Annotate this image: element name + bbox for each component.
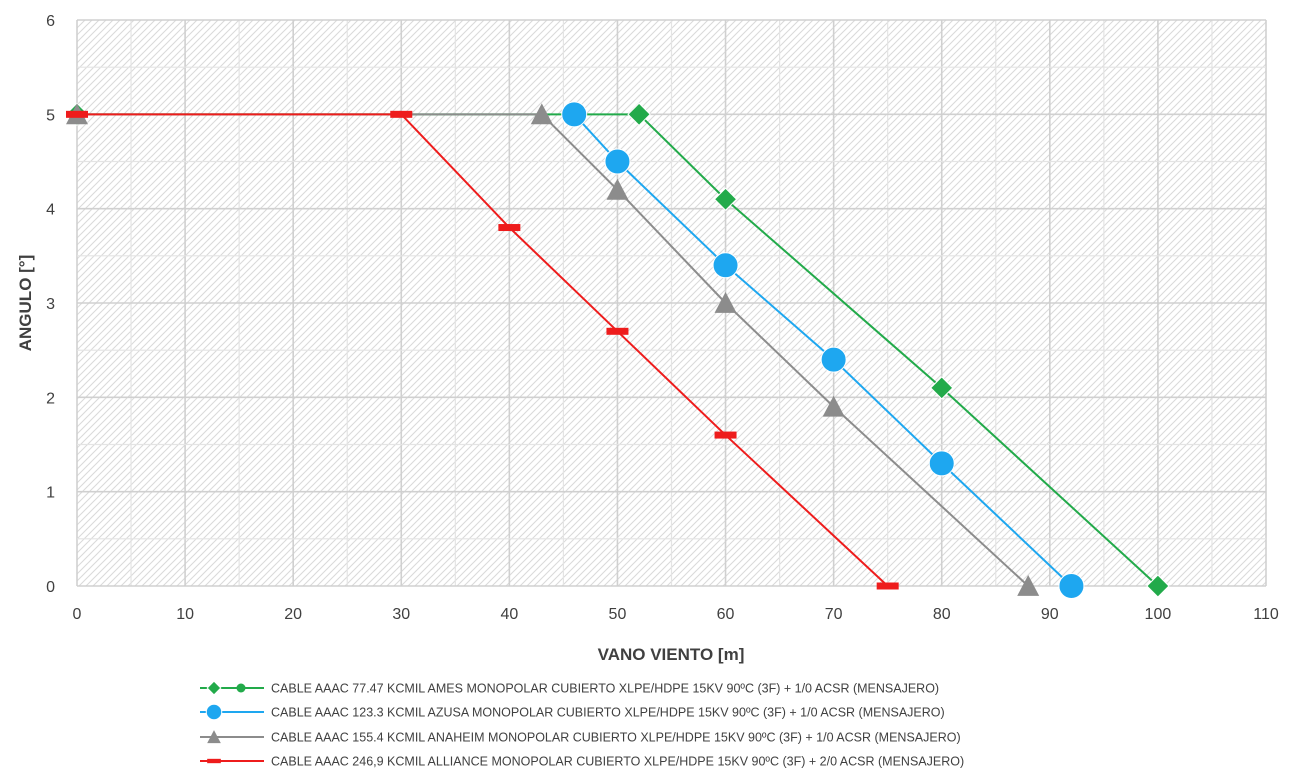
data-point (530, 103, 553, 125)
x-tick-label: 0 (73, 606, 82, 623)
y-axis-title: ANGULO [°] (16, 255, 35, 352)
data-point (561, 101, 588, 128)
x-tick-label: 100 (1145, 606, 1172, 623)
series-1 (561, 101, 1085, 599)
series-layer (65, 101, 1170, 599)
y-tick-label: 6 (46, 13, 55, 30)
data-point (820, 346, 847, 373)
y-tick-label: 4 (46, 202, 55, 219)
data-point (627, 102, 651, 127)
data-point (928, 450, 955, 477)
x-tick-label: 70 (825, 606, 843, 623)
series-3 (66, 110, 899, 590)
legend-marker (236, 683, 246, 693)
x-tick-label: 10 (176, 606, 194, 623)
data-point (1058, 573, 1085, 599)
data-point (930, 376, 954, 400)
data-point (498, 224, 521, 232)
data-point (1017, 575, 1040, 596)
data-point (1146, 574, 1170, 598)
x-tick-label: 110 (1253, 606, 1279, 623)
y-tick-label: 2 (46, 390, 55, 407)
legend-item: CABLE AAAC 77.47 KCMIL AMES MONOPOLAR CU… (200, 680, 939, 696)
data-point (606, 327, 629, 335)
data-point (66, 110, 88, 118)
x-tick-label: 50 (609, 606, 627, 623)
data-point (604, 148, 631, 175)
data-point (714, 292, 737, 313)
data-point (713, 187, 738, 211)
data-point (822, 395, 845, 417)
legend: CABLE AAAC 77.47 KCMIL AMES MONOPOLAR CU… (200, 680, 964, 769)
series-line (77, 113, 1029, 587)
x-tick-label: 30 (392, 606, 410, 623)
x-axis-title: VANO VIENTO [m] (598, 645, 745, 664)
legend-label: CABLE AAAC 123.3 KCMIL AZUSA MONOPOLAR C… (271, 706, 945, 720)
series-line (77, 113, 889, 587)
y-tick-label: 1 (46, 485, 55, 502)
legend-label: CABLE AAAC 246,9 KCMIL ALLIANCE MONOPOLA… (271, 755, 964, 769)
legend-label: CABLE AAAC 77.47 KCMIL AMES MONOPOLAR CU… (271, 682, 939, 696)
data-point (606, 178, 629, 200)
x-tick-label: 90 (1041, 606, 1059, 623)
data-point (712, 252, 739, 279)
legend-item: CABLE AAAC 155.4 KCMIL ANAHEIM MONOPOLAR… (200, 730, 961, 745)
data-point (390, 110, 413, 118)
legend-marker (207, 730, 221, 744)
x-tick-label: 40 (500, 606, 518, 623)
y-tick-label: 5 (46, 107, 55, 124)
legend-marker (206, 680, 222, 696)
legend-item: CABLE AAAC 123.3 KCMIL AZUSA MONOPOLAR C… (200, 703, 945, 721)
x-tick-label: 80 (933, 606, 951, 623)
legend-marker (205, 703, 223, 721)
x-tick-label: 60 (717, 606, 735, 623)
legend-item: CABLE AAAC 246,9 KCMIL ALLIANCE MONOPOLA… (200, 755, 964, 769)
y-tick-label: 0 (46, 579, 55, 596)
data-point (714, 431, 737, 439)
series-2 (66, 103, 1040, 596)
y-tick-label: 3 (46, 296, 55, 313)
tick-labels: 0 10 20 30 40 50 60 70 80 90 100 110 0 1 2 3 4 5 6 (46, 13, 1279, 623)
x-tick-label: 20 (284, 606, 302, 623)
data-point (876, 582, 899, 590)
legend-marker (207, 758, 221, 764)
legend-label: CABLE AAAC 155.4 KCMIL ANAHEIM MONOPOLAR… (271, 731, 961, 745)
